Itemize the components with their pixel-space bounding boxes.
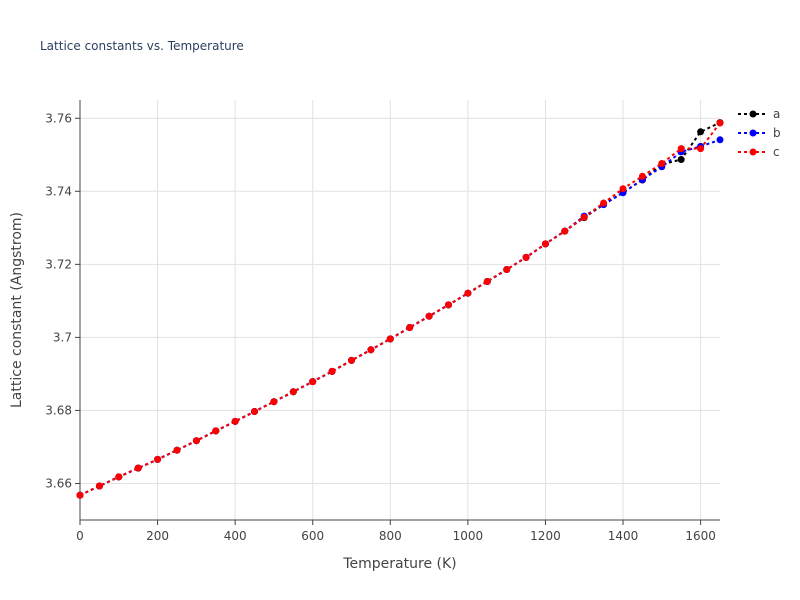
series-c: [76, 119, 724, 499]
chart-title: Lattice constants vs. Temperature: [40, 39, 244, 53]
x-tick-label: 800: [379, 529, 402, 543]
data-point-c[interactable]: [154, 455, 162, 463]
data-point-a[interactable]: [677, 156, 685, 163]
data-point-c[interactable]: [231, 417, 239, 425]
data-point-b[interactable]: [716, 136, 724, 144]
data-point-c[interactable]: [367, 346, 375, 354]
x-tick-label: 600: [301, 529, 324, 543]
x-tick-label: 0: [76, 529, 84, 543]
data-point-c[interactable]: [386, 335, 394, 343]
y-tick-label: 3.74: [45, 184, 72, 198]
data-point-c[interactable]: [464, 289, 472, 297]
grid: [79, 100, 720, 520]
data-point-c[interactable]: [619, 185, 627, 193]
data-point-c[interactable]: [192, 437, 200, 445]
x-axis-title: Temperature (K): [342, 556, 456, 572]
y-tick-label: 3.7: [53, 330, 72, 344]
data-point-c[interactable]: [445, 301, 452, 309]
data-point-c[interactable]: [134, 464, 142, 472]
data-point-c[interactable]: [542, 240, 549, 248]
series-a: [76, 119, 724, 499]
data-point-c[interactable]: [483, 278, 491, 285]
legend-label: b: [773, 126, 781, 140]
x-tick-label: 1400: [608, 529, 639, 543]
legend-swatch-marker: [749, 129, 757, 137]
series-layer: [76, 119, 724, 499]
legend-item-a[interactable]: a: [738, 107, 780, 121]
y-tick-label: 3.66: [45, 476, 72, 490]
series-b: [76, 136, 724, 499]
data-point-c[interactable]: [406, 324, 414, 331]
x-tick-label: 200: [146, 529, 169, 543]
data-point-c[interactable]: [503, 266, 511, 273]
legend-label: c: [773, 145, 780, 159]
data-point-c[interactable]: [251, 408, 258, 415]
data-point-c[interactable]: [270, 398, 278, 406]
x-tick-label: 1000: [453, 529, 484, 543]
data-point-c[interactable]: [600, 199, 608, 207]
y-tick-label: 3.76: [45, 111, 72, 125]
data-point-c[interactable]: [95, 482, 103, 490]
series-line-a: [79, 121, 721, 497]
legend[interactable]: abc: [738, 107, 781, 159]
data-point-c[interactable]: [716, 119, 724, 127]
y-tick-label: 3.72: [45, 257, 72, 271]
data-point-c[interactable]: [425, 312, 433, 320]
data-point-c[interactable]: [289, 388, 297, 396]
data-point-c[interactable]: [522, 253, 530, 261]
x-tick-label: 400: [224, 529, 247, 543]
legend-item-c[interactable]: c: [738, 145, 780, 159]
data-point-c[interactable]: [348, 356, 355, 364]
x-tick-label: 1600: [685, 529, 716, 543]
data-point-c[interactable]: [658, 160, 666, 167]
data-point-c[interactable]: [309, 378, 317, 386]
legend-label: a: [773, 107, 780, 121]
data-point-a[interactable]: [697, 128, 705, 136]
data-point-c[interactable]: [115, 473, 123, 481]
legend-item-b[interactable]: b: [738, 126, 781, 140]
data-point-c[interactable]: [173, 446, 181, 454]
data-point-c[interactable]: [697, 145, 705, 153]
legend-swatch-marker: [749, 110, 757, 118]
data-point-c[interactable]: [580, 213, 588, 221]
axis-ticks: 0 200 400 600 800 1000 1200 1400 1600 3.66 3.68 3.7…: [45, 111, 716, 543]
data-point-c[interactable]: [76, 491, 84, 499]
x-tick-label: 1200: [530, 529, 561, 543]
series-line-c: [79, 122, 721, 497]
data-point-c[interactable]: [212, 427, 220, 435]
y-tick-label: 3.68: [45, 403, 72, 417]
y-axis-title: Lattice constant (Angstrom): [9, 212, 25, 408]
data-point-c[interactable]: [677, 145, 685, 153]
data-point-c[interactable]: [561, 227, 569, 235]
data-point-c[interactable]: [328, 367, 336, 375]
legend-swatch-marker: [749, 148, 757, 156]
data-point-c[interactable]: [638, 172, 646, 180]
